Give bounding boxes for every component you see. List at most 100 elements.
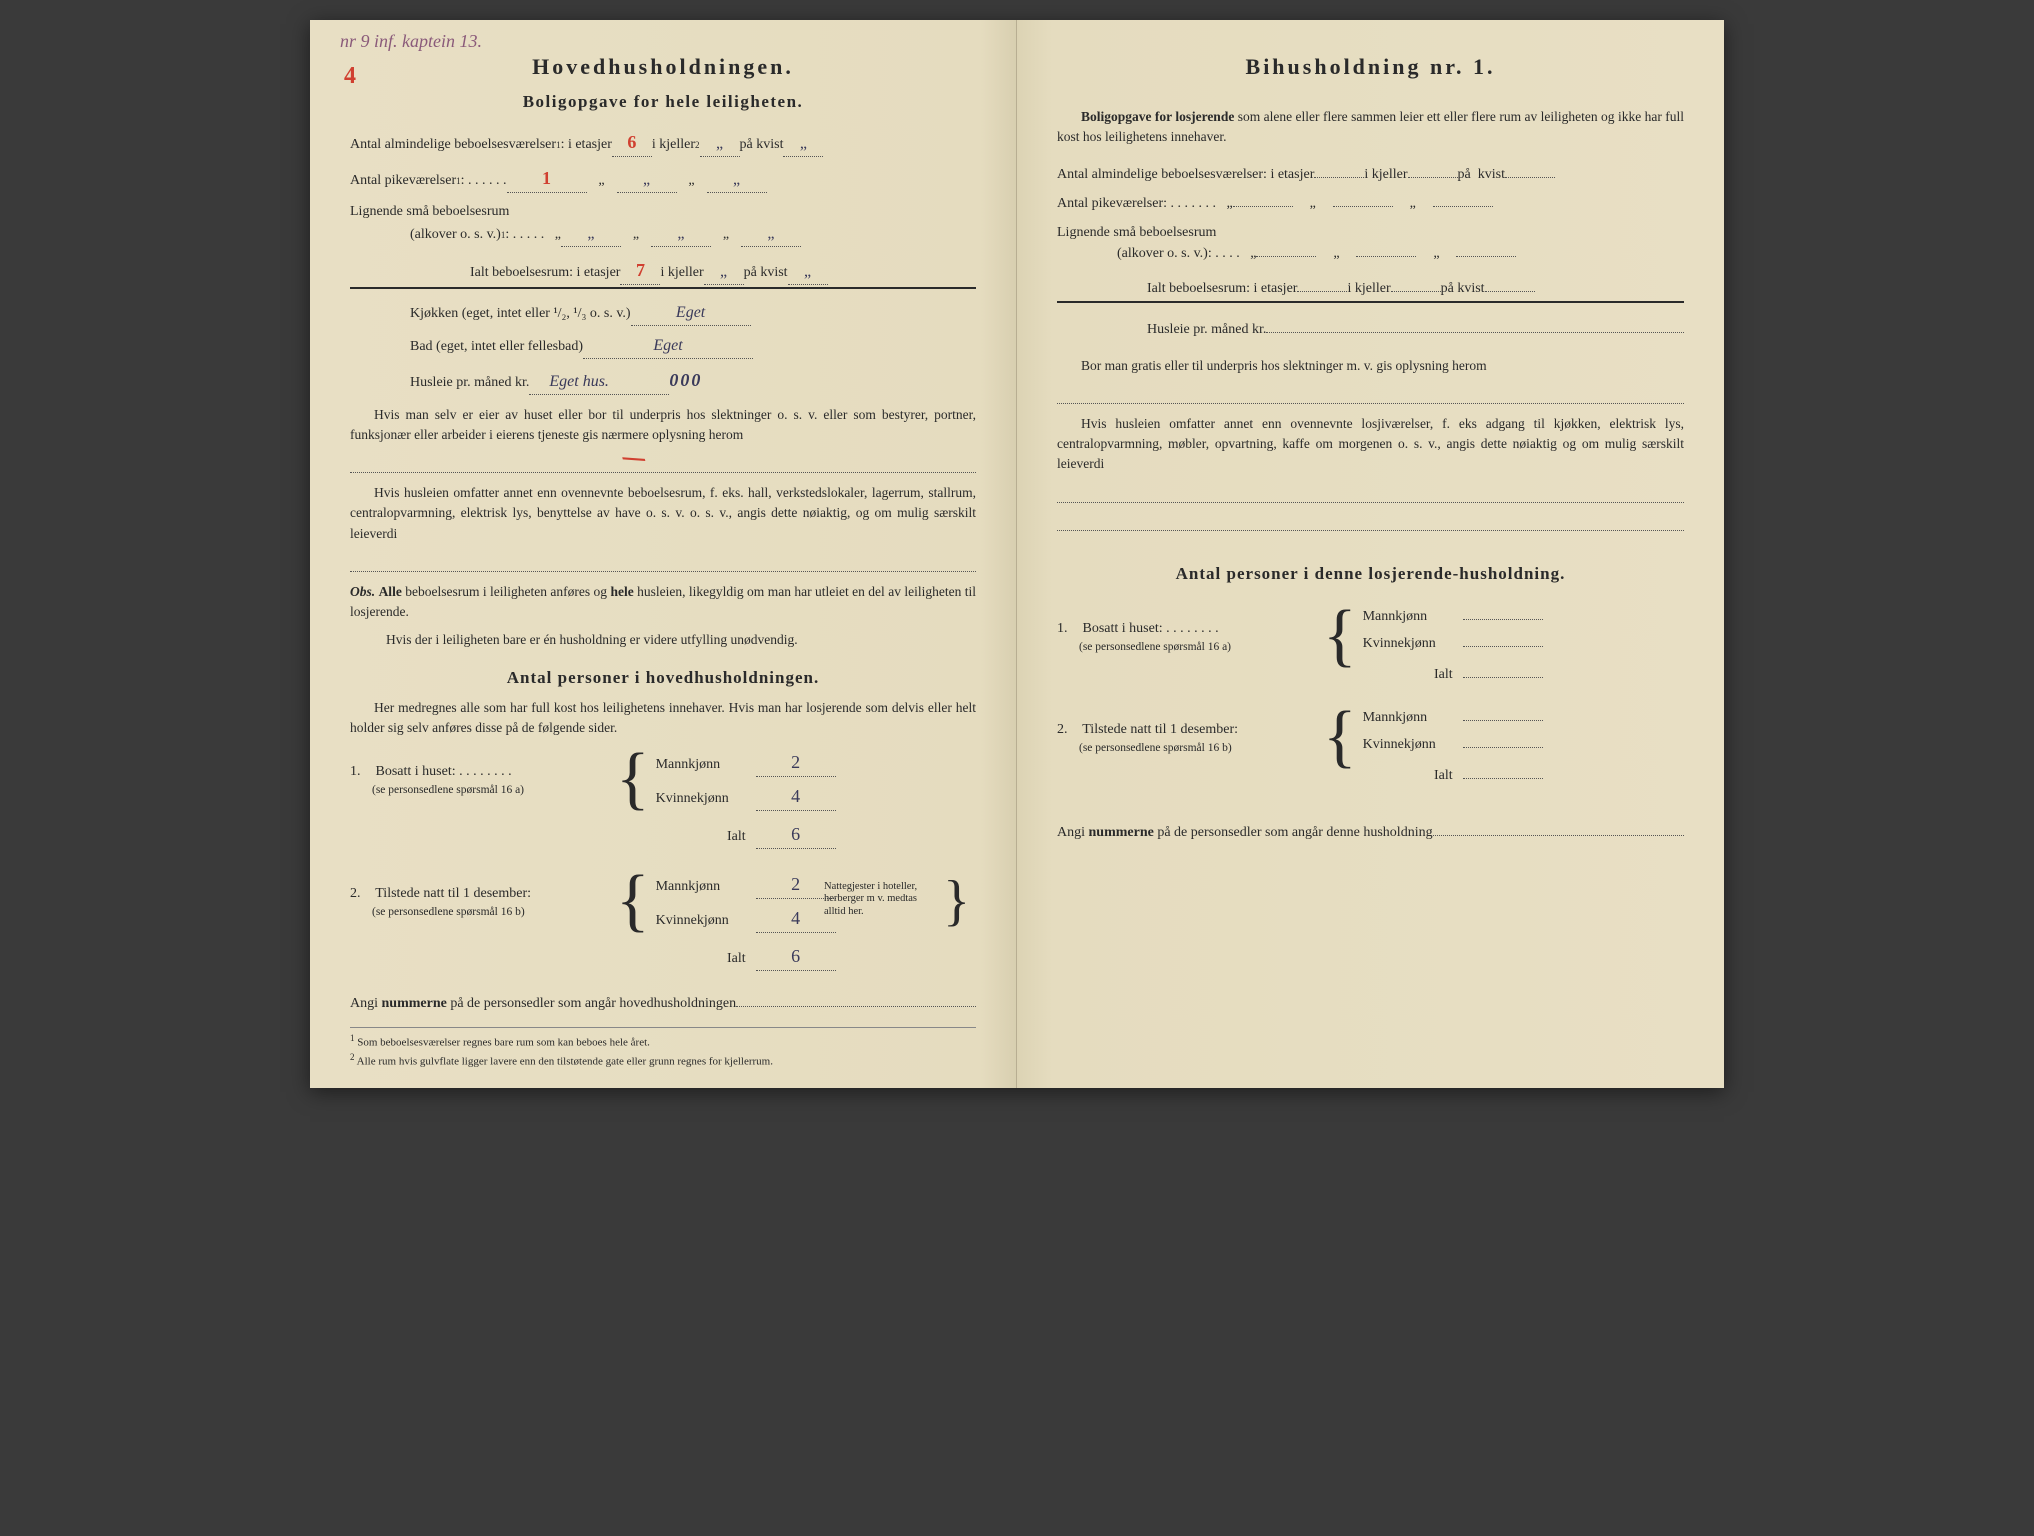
count-bosatt: 1. Bosatt i huset: . . . . . . . . (se p… <box>1057 606 1684 691</box>
line-husleie: Husleie pr. måned kr. <box>1057 319 1684 340</box>
label: Angi nummerne på de personsedler som ang… <box>350 993 736 1014</box>
value <box>1463 747 1543 748</box>
value: 6 <box>756 821 836 849</box>
value: 6 <box>756 943 836 971</box>
label: på kvist <box>1441 278 1485 299</box>
ditto: „ <box>711 224 741 245</box>
value: „ <box>651 222 711 247</box>
line-total: Ialt beboelsesrum: i etasjer 7 i kjeller… <box>350 257 976 289</box>
value <box>736 1006 976 1007</box>
para-gratis: Bor man gratis eller til underpris hos s… <box>1057 356 1684 376</box>
label: Bosatt i huset: . . . . . . . . <box>1083 621 1219 636</box>
blank-line <box>1057 485 1684 503</box>
label: Kvinnekjønn <box>656 788 756 809</box>
ditto: „ <box>621 224 651 245</box>
value <box>1356 256 1416 257</box>
para-eier: Hvis man selv er eier av huset eller bor… <box>350 405 976 446</box>
line-bad: Bad (eget, intet eller fellesbad) Eget <box>350 334 976 359</box>
label: : i etasjer <box>561 134 612 155</box>
ditto: „ <box>1293 193 1333 214</box>
count-tilstede: 2. Tilstede natt til 1 desember: (se per… <box>1057 707 1684 792</box>
blank-line: / <box>350 455 976 473</box>
label: i kjeller <box>1364 164 1407 185</box>
red-000: 000 <box>669 367 702 394</box>
label: Husleie pr. måned kr. <box>410 372 529 393</box>
label: Ialt <box>656 826 756 847</box>
brace-icon: } <box>937 871 976 931</box>
handwritten-red-4: 4 <box>344 58 356 94</box>
side-note: Nattegjester i hoteller, herberger m v. … <box>824 881 934 919</box>
label: Ialt beboelsesrum: i etasjer <box>1147 278 1297 299</box>
line-alkover-header: Lignende små beboelsesrum <box>350 201 976 222</box>
line-vaerelser: Antal almindelige beboelsesværelser1: i … <box>350 129 976 157</box>
label: Antal pikeværelser <box>350 170 456 191</box>
line-angi-nummer: Angi nummerne på de personsedler som ang… <box>350 993 976 1014</box>
sublabel: (se personsedlene spørsmål 16 b) <box>1057 740 1317 757</box>
value-kvist: „ <box>783 132 823 157</box>
sublabel: (se personsedlene spørsmål 16 b) <box>350 904 610 921</box>
red-slash-mark: / <box>610 448 659 469</box>
section-title-personer: Antal personer i denne losjerende-hushol… <box>1057 561 1684 587</box>
line-husleie: Husleie pr. måned kr. Eget hus. 000 <box>350 367 976 395</box>
line-kjokken: Kjøkken (eget, intet eller ¹/₂, ¹/₃ o. s… <box>350 301 976 326</box>
value: „ <box>561 222 621 247</box>
value: 1 <box>507 165 587 193</box>
value <box>1233 206 1293 207</box>
document-spread: nr 9 inf. kaptein 13. 4 Hovedhusholdning… <box>310 20 1724 1088</box>
para-husleie-omfatter: Hvis husleien omfatter annet enn ovennev… <box>350 483 976 544</box>
right-page: Bihusholdning nr. 1. Boligopgave for los… <box>1017 20 1724 1088</box>
label: Bad (eget, intet eller fellesbad) <box>410 336 583 357</box>
value <box>1433 835 1684 836</box>
value-kjeller: „ <box>700 132 740 157</box>
sublabel: (se personsedlene spørsmål 16 a) <box>1057 639 1317 656</box>
value <box>1391 291 1441 292</box>
label: på kvist <box>1458 164 1505 185</box>
sup: 2 <box>350 1052 355 1062</box>
brace-icon: { <box>610 871 656 931</box>
label: Ialt <box>656 948 756 969</box>
ditto: „ <box>1316 243 1356 264</box>
section-title-personer: Antal personer i hovedhusholdningen. <box>350 665 976 691</box>
count-values: Mannkjønn2 Kvinnekjønn4 Ialt6 <box>656 749 976 855</box>
page-title: Bihusholdning nr. 1. <box>1057 50 1684 83</box>
value: Eget <box>631 301 751 326</box>
label: (alkover o. s. v.): . . . . „ <box>1117 243 1256 264</box>
value <box>1456 256 1516 257</box>
label: : . . . . . . <box>461 170 507 191</box>
label: på kvist <box>740 134 784 155</box>
label: i kjeller <box>1347 278 1390 299</box>
label: Mannkjønn <box>656 754 756 775</box>
line-alkover-header: Lignende små beboelsesrum <box>1057 222 1684 243</box>
value <box>1433 206 1493 207</box>
intro-para: Boligopgave for losjerende som alene ell… <box>1057 107 1684 148</box>
footnote-2: 2 Alle rum hvis gulvflate ligger lavere … <box>350 1051 976 1070</box>
value <box>1463 778 1543 779</box>
value: „ <box>788 260 828 285</box>
value <box>1463 720 1543 721</box>
ditto: „ <box>1416 243 1456 264</box>
label: Kvinnekjønn <box>1363 633 1463 654</box>
line-pikevaerelser: Antal pikeværelser: . . . . . . . „ „ „ <box>1057 193 1684 214</box>
value: „ <box>707 168 767 193</box>
value <box>1463 677 1543 678</box>
num: 2. <box>350 883 372 904</box>
label: Kvinnekjønn <box>1363 734 1463 755</box>
count-tilstede: 2. Tilstede natt til 1 desember: (se per… <box>350 871 976 977</box>
obs-text2: Hvis der i leiligheten bare er én hushol… <box>350 630 976 650</box>
label: Antal almindelige beboelsesværelser: i e… <box>1057 164 1314 185</box>
page-subtitle: Boligopgave for hele leiligheten. <box>350 89 976 115</box>
label: (alkover o. s. v.) <box>410 224 501 245</box>
line-total: Ialt beboelsesrum: i etasjer i kjeller p… <box>1057 278 1684 303</box>
ditto: „ <box>587 170 617 191</box>
sublabel: (se personsedlene spørsmål 16 a) <box>350 782 610 799</box>
value: „ <box>704 260 744 285</box>
value <box>1505 177 1555 178</box>
obs-label: Obs. <box>350 584 375 599</box>
blank-line <box>1057 513 1684 531</box>
line-alkover: (alkover o. s. v.)1: . . . . . „ „ „ „ „… <box>350 222 976 247</box>
obs-block: Obs. Alle beboelsesrum i leiligheten anf… <box>350 582 976 623</box>
label: Antal almindelige beboelsesværelser <box>350 134 556 155</box>
ditto: „ <box>677 170 707 191</box>
count-question: 2. Tilstede natt til 1 desember: (se per… <box>1057 707 1317 757</box>
value: „ <box>617 168 677 193</box>
